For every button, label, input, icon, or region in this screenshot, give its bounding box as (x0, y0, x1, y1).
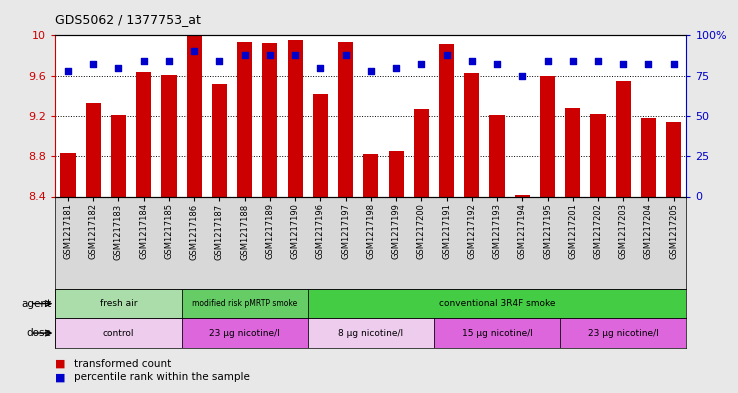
Point (163, 58, 175, 64)
Bar (540, 75, 555, 196)
Bar (514, 195, 530, 196)
Text: conventional 3R4F smoke: conventional 3R4F smoke (439, 299, 555, 308)
Bar (212, 84, 227, 196)
Text: control: control (103, 329, 134, 338)
Point (238, 51, 250, 58)
Bar (560, 318, 686, 348)
Bar (61, 153, 75, 196)
Bar (237, 42, 252, 196)
Point (188, 48, 200, 55)
Text: ■: ■ (55, 372, 66, 382)
Bar (615, 81, 631, 196)
Bar (187, 35, 201, 197)
Point (87, 61, 99, 68)
Bar (439, 44, 454, 196)
Point (592, 58, 604, 64)
Point (289, 51, 301, 58)
Bar (565, 108, 580, 196)
Text: agent: agent (21, 299, 52, 309)
Point (314, 64, 326, 71)
Point (339, 51, 351, 58)
Point (567, 58, 579, 64)
Point (466, 58, 477, 64)
Point (542, 58, 554, 64)
Bar (55, 318, 182, 348)
Bar (136, 72, 151, 196)
Point (138, 58, 150, 64)
Text: 23 μg nicotine/l: 23 μg nicotine/l (210, 329, 280, 338)
Bar (338, 42, 354, 196)
Bar (262, 44, 277, 196)
Bar (464, 73, 480, 196)
Bar (590, 114, 606, 196)
Text: percentile rank within the sample: percentile rank within the sample (74, 372, 249, 382)
Point (62, 68, 74, 74)
Text: ■: ■ (55, 358, 66, 369)
Bar (111, 115, 126, 196)
Point (643, 61, 655, 68)
Text: 15 μg nicotine/l: 15 μg nicotine/l (461, 329, 533, 338)
Text: dose: dose (27, 328, 52, 338)
Bar (363, 154, 379, 196)
Point (441, 51, 452, 58)
Bar (55, 289, 182, 318)
Point (415, 61, 427, 68)
Bar (162, 75, 176, 196)
Bar (313, 94, 328, 196)
Text: transformed count: transformed count (74, 358, 171, 369)
Bar (388, 151, 404, 196)
Text: modified risk pMRTP smoke: modified risk pMRTP smoke (192, 299, 297, 308)
Bar (182, 318, 308, 348)
Point (264, 51, 276, 58)
Point (517, 72, 528, 79)
Bar (182, 289, 308, 318)
Bar (414, 109, 429, 196)
Bar (308, 289, 686, 318)
Bar (308, 318, 434, 348)
Point (365, 68, 376, 74)
Point (668, 61, 680, 68)
Point (213, 58, 225, 64)
Point (390, 64, 402, 71)
Point (491, 61, 503, 68)
Bar (434, 318, 560, 348)
Bar (641, 118, 656, 196)
Bar (288, 40, 303, 196)
Text: 8 μg nicotine/l: 8 μg nicotine/l (338, 329, 404, 338)
Text: GDS5062 / 1377753_at: GDS5062 / 1377753_at (55, 13, 201, 26)
Bar (86, 103, 101, 196)
Text: 23 μg nicotine/l: 23 μg nicotine/l (588, 329, 658, 338)
Point (617, 61, 629, 68)
Text: fresh air: fresh air (100, 299, 137, 308)
Bar (666, 122, 681, 196)
Point (112, 64, 124, 71)
Bar (489, 115, 505, 196)
